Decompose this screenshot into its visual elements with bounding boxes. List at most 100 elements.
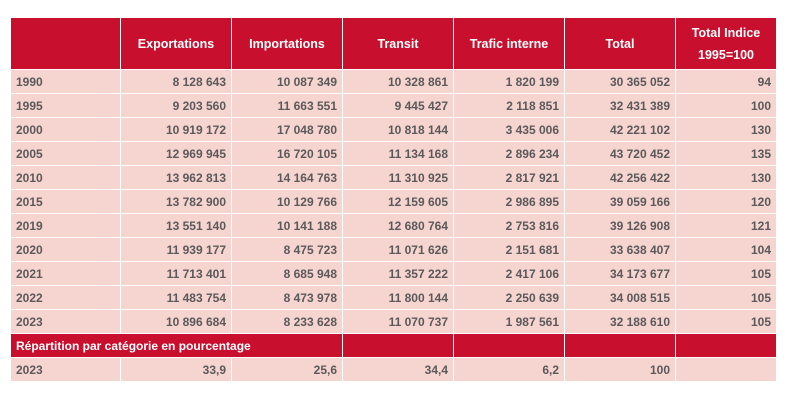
cell-importations: 14 164 763 xyxy=(231,165,343,190)
cell-total: 100 xyxy=(564,357,676,382)
table-header-row: Exportations Importations Transit Trafic… xyxy=(10,17,777,70)
cell-indice: 100 xyxy=(675,93,777,118)
table-row: 1990 8 128 643 10 087 349 10 328 861 1 820 1… xyxy=(10,69,777,94)
cell-exportations: 33,9 xyxy=(120,357,232,382)
cell-exportations: 11 939 177 xyxy=(120,237,232,262)
cell-year: 1995 xyxy=(10,93,121,118)
cell-trafic-interne: 2 151 681 xyxy=(453,237,565,262)
cell-transit: 34,4 xyxy=(342,357,454,382)
cell-exportations: 11 713 401 xyxy=(120,261,232,286)
cell-year: 2021 xyxy=(10,261,121,286)
cell-exportations: 8 128 643 xyxy=(120,69,232,94)
table-row: 2019 13 551 140 10 141 188 12 680 764 2 753 … xyxy=(10,213,777,238)
cell-transit: 11 800 144 xyxy=(342,285,454,310)
table-row: 2020 11 939 177 8 475 723 11 071 626 2 151 6… xyxy=(10,237,777,262)
cell-transit: 11 134 168 xyxy=(342,141,454,166)
header-transit: Transit xyxy=(342,17,454,70)
section-cell xyxy=(342,333,454,358)
cell-trafic-interne: 2 250 639 xyxy=(453,285,565,310)
cell-importations: 8 475 723 xyxy=(231,237,343,262)
cell-trafic-interne: 2 118 851 xyxy=(453,93,565,118)
cell-exportations: 13 551 140 xyxy=(120,213,232,238)
header-total: Total xyxy=(564,17,676,70)
percent-row: 2023 33,9 25,6 34,4 6,2 100 xyxy=(10,357,777,382)
cell-trafic-interne: 2 986 895 xyxy=(453,189,565,214)
header-importations: Importations xyxy=(231,17,343,70)
cell-total: 32 188 610 xyxy=(564,309,676,334)
table-row: 2010 13 962 813 14 164 763 11 310 925 2 817 … xyxy=(10,165,777,190)
cell-trafic-interne: 1 987 561 xyxy=(453,309,565,334)
cell-transit: 12 680 764 xyxy=(342,213,454,238)
cell-indice: 130 xyxy=(675,117,777,142)
table-row: 2005 12 969 945 16 720 105 11 134 168 2 896 … xyxy=(10,141,777,166)
header-indice-line2: 1995=100 xyxy=(698,47,754,62)
cell-importations: 8 685 948 xyxy=(231,261,343,286)
header-exportations: Exportations xyxy=(120,17,232,70)
cell-exportations: 13 782 900 xyxy=(120,189,232,214)
cell-exportations: 12 969 945 xyxy=(120,141,232,166)
table-row: 1995 9 203 560 11 663 551 9 445 427 2 118 85… xyxy=(10,93,777,118)
cell-year: 2023 xyxy=(10,309,121,334)
cell-transit: 10 818 144 xyxy=(342,117,454,142)
cell-indice: 104 xyxy=(675,237,777,262)
header-trafic-interne: Trafic interne xyxy=(453,17,565,70)
cell-year: 2020 xyxy=(10,237,121,262)
cell-importations: 17 048 780 xyxy=(231,117,343,142)
cell-importations: 10 141 188 xyxy=(231,213,343,238)
cell-importations: 10 129 766 xyxy=(231,189,343,214)
cell-indice: 105 xyxy=(675,261,777,286)
cell-total: 42 221 102 xyxy=(564,117,676,142)
cell-indice xyxy=(675,357,777,382)
cell-trafic-interne: 2 896 234 xyxy=(453,141,565,166)
cell-trafic-interne: 2 753 816 xyxy=(453,213,565,238)
cell-total: 34 008 515 xyxy=(564,285,676,310)
cell-year: 2019 xyxy=(10,213,121,238)
cell-importations: 8 473 978 xyxy=(231,285,343,310)
cell-trafic-interne: 2 817 921 xyxy=(453,165,565,190)
cell-trafic-interne: 1 820 199 xyxy=(453,69,565,94)
cell-year: 2005 xyxy=(10,141,121,166)
cell-importations: 25,6 xyxy=(231,357,343,382)
cell-year: 2015 xyxy=(10,189,121,214)
cell-total: 34 173 677 xyxy=(564,261,676,286)
cell-indice: 94 xyxy=(675,69,777,94)
cell-indice: 105 xyxy=(675,285,777,310)
cell-year: 1990 xyxy=(10,69,121,94)
cell-transit: 11 070 737 xyxy=(342,309,454,334)
cell-trafic-interne: 2 417 106 xyxy=(453,261,565,286)
traffic-table-container: Exportations Importations Transit Trafic… xyxy=(10,17,777,382)
table-row: 2023 10 896 684 8 233 628 11 070 737 1 987 5… xyxy=(10,309,777,334)
cell-importations: 10 087 349 xyxy=(231,69,343,94)
section-cell xyxy=(675,333,777,358)
cell-importations: 11 663 551 xyxy=(231,93,343,118)
cell-transit: 9 445 427 xyxy=(342,93,454,118)
cell-exportations: 10 919 172 xyxy=(120,117,232,142)
cell-transit: 10 328 861 xyxy=(342,69,454,94)
cell-total: 30 365 052 xyxy=(564,69,676,94)
cell-total: 42 256 422 xyxy=(564,165,676,190)
cell-exportations: 9 203 560 xyxy=(120,93,232,118)
table-row: 2021 11 713 401 8 685 948 11 357 222 2 417 1… xyxy=(10,261,777,286)
cell-trafic-interne: 3 435 006 xyxy=(453,117,565,142)
cell-indice: 135 xyxy=(675,141,777,166)
cell-total: 39 059 166 xyxy=(564,189,676,214)
cell-year: 2022 xyxy=(10,285,121,310)
cell-transit: 11 071 626 xyxy=(342,237,454,262)
section-cell xyxy=(453,333,565,358)
cell-total: 39 126 908 xyxy=(564,213,676,238)
section-row: Répartition par catégorie en pourcentage xyxy=(10,333,777,358)
cell-exportations: 10 896 684 xyxy=(120,309,232,334)
cell-trafic-interne: 6,2 xyxy=(453,357,565,382)
cell-exportations: 11 483 754 xyxy=(120,285,232,310)
cell-total: 32 431 389 xyxy=(564,93,676,118)
table-row: 2015 13 782 900 10 129 766 12 159 605 2 986 … xyxy=(10,189,777,214)
cell-indice: 120 xyxy=(675,189,777,214)
header-indice-line1: Total Indice xyxy=(691,25,761,40)
cell-indice: 130 xyxy=(675,165,777,190)
cell-transit: 11 357 222 xyxy=(342,261,454,286)
cell-total: 43 720 452 xyxy=(564,141,676,166)
header-indice: Total Indice 1995=100 xyxy=(675,17,777,70)
section-label: Répartition par catégorie en pourcentage xyxy=(10,333,343,358)
traffic-table: Exportations Importations Transit Trafic… xyxy=(10,17,777,382)
cell-indice: 105 xyxy=(675,309,777,334)
